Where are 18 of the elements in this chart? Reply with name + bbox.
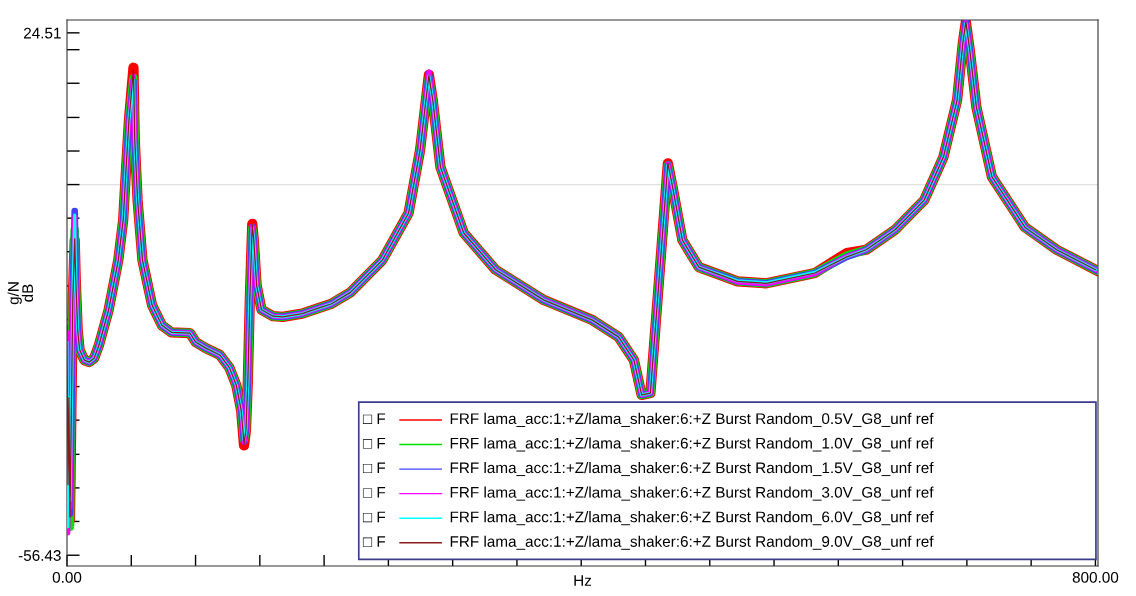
x-axis-title: Hz [574, 575, 592, 586]
annotation: □ F [362, 487, 386, 498]
legend-label: FRF lama_acc:1:+Z/lama_shaker:6:+Z Burst Random_1.0V_G8_unf ref [450, 437, 934, 452]
x-tick-label: 800.00 [1072, 571, 1119, 583]
y-axis-title: g/N dB [7, 282, 34, 305]
annotation: □ F [362, 437, 386, 449]
legend-label: FRF lama_acc:1:+Z/lama_shaker:6:+Z Burst Random_9.0V_G8_unf ref [450, 535, 934, 550]
x-tick-label: 0.00 [52, 571, 82, 583]
legend-label: FRF lama_acc:1:+Z/lama_shaker:6:+Z Burst Random_3.0V_G8_unf ref [450, 486, 934, 501]
annotation: □ F [362, 511, 386, 523]
legend-label: FRF lama_acc:1:+Z/lama_shaker:6:+Z Burst Random_1.5V_G8_unf ref [450, 461, 934, 477]
annotation: □ F [362, 536, 386, 547]
legend-label: FRF lama_acc:1:+Z/lama_shaker:6:+Z Burst Random_0.5V_G8_unf ref [450, 412, 934, 427]
annotation: □ F [362, 462, 386, 474]
legend-label: FRF lama_acc:1:+Z/lama_shaker:6:+Z Burst Random_6.0V_G8_unf ref [450, 511, 934, 526]
annotation: □ F [362, 413, 386, 424]
y-tick-label: 24.51 [23, 27, 61, 39]
y-tick-label: -56.43 [18, 550, 61, 561]
